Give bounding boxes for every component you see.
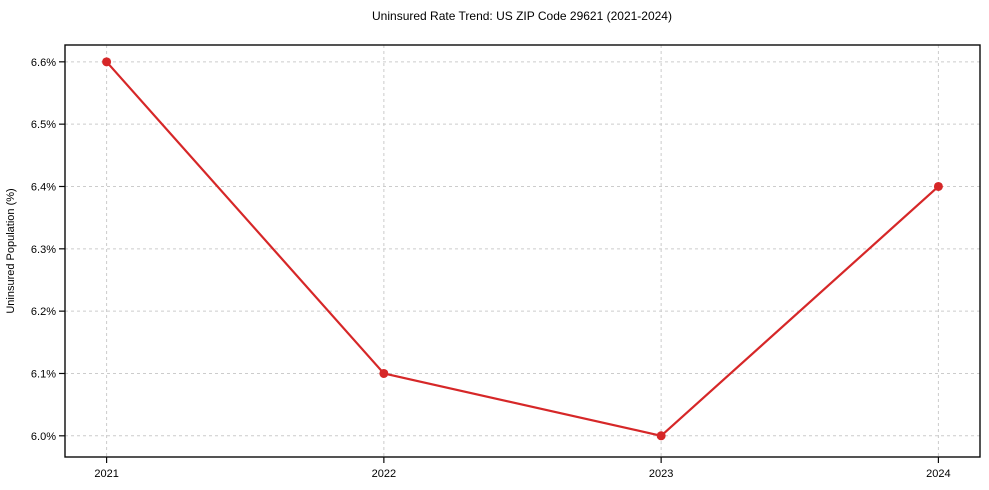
data-point <box>379 368 389 378</box>
y-tick-label: 6.1% <box>31 368 56 380</box>
chart-title: Uninsured Rate Trend: US ZIP Code 29621 … <box>372 9 672 23</box>
y-tick-label: 6.0% <box>31 431 56 443</box>
x-tick-label: 2024 <box>926 468 950 480</box>
x-tick-label: 2021 <box>94 468 118 480</box>
plot-area: 6.0% 6.1% 6.2% 6.3% 6.4% 6.5% 6.6% 2021 2022 2023… <box>31 44 981 480</box>
data-point <box>102 57 112 67</box>
data-point <box>656 431 666 441</box>
y-tick-label: 6.3% <box>31 244 56 256</box>
plot-border <box>64 44 981 458</box>
data-point <box>933 181 943 191</box>
x-tick-label: 2023 <box>649 468 673 480</box>
y-tick-label: 6.2% <box>31 306 56 318</box>
y-tick-label: 6.6% <box>31 57 56 69</box>
y-axis-label: Uninsured Population (%) <box>5 188 17 313</box>
y-tick-label: 6.4% <box>31 181 56 193</box>
trend-line <box>105 60 940 437</box>
y-tick-label: 6.5% <box>31 119 56 131</box>
x-tick-label: 2022 <box>372 468 396 480</box>
